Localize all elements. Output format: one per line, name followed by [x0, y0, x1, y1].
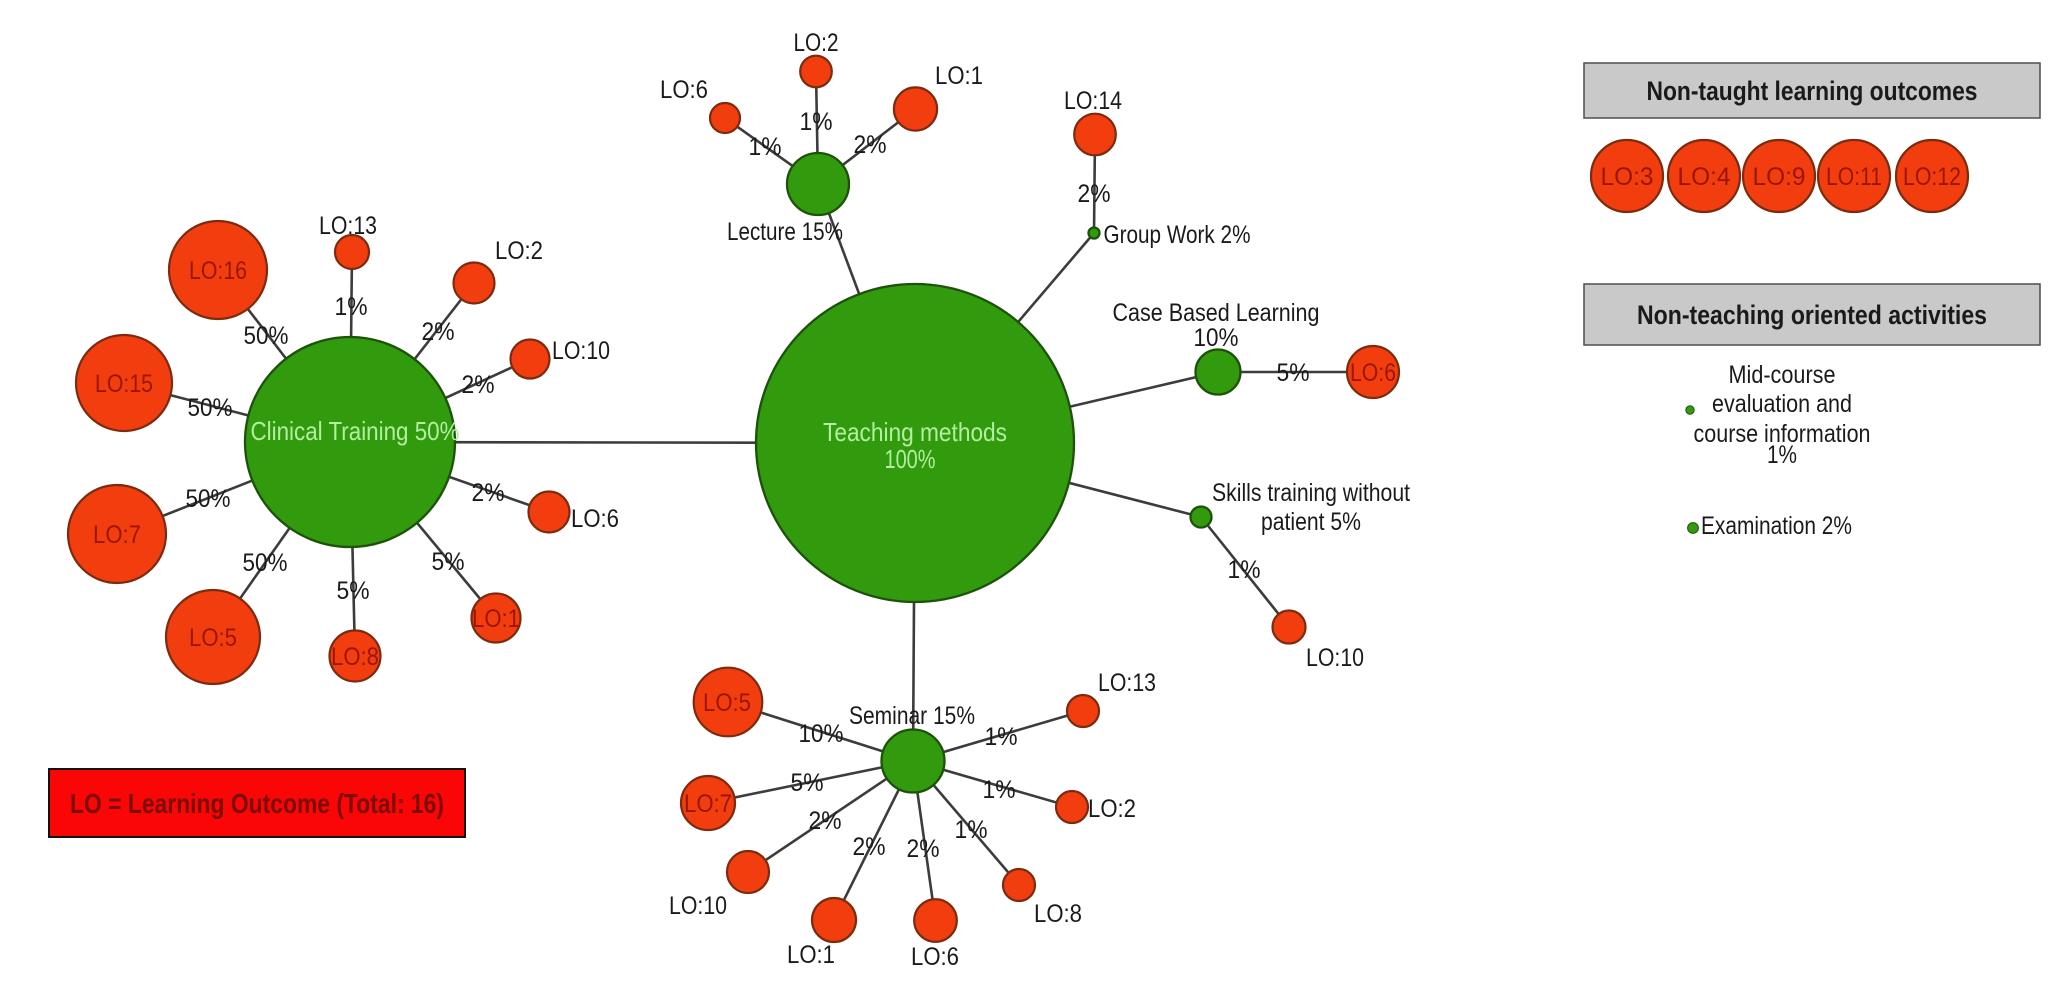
svg-text:50%: 50% — [188, 394, 233, 422]
svg-text:5%: 5% — [1277, 359, 1310, 387]
svg-text:LO:10: LO:10 — [552, 337, 610, 365]
svg-text:LO:7: LO:7 — [93, 521, 141, 549]
svg-text:LO:6: LO:6 — [660, 76, 708, 104]
svg-text:Teaching methods: Teaching methods — [823, 417, 1007, 447]
svg-text:LO:1: LO:1 — [787, 941, 835, 969]
svg-text:LO:13: LO:13 — [319, 212, 377, 240]
svg-text:2%: 2% — [1078, 180, 1111, 208]
svg-text:1%: 1% — [749, 133, 782, 161]
svg-text:LO:6: LO:6 — [1350, 359, 1396, 387]
svg-text:Non-teaching oriented activiti: Non-teaching oriented activities — [1637, 300, 1987, 330]
svg-text:1%: 1% — [1767, 441, 1797, 469]
svg-text:Skills training without: Skills training without — [1212, 479, 1410, 507]
svg-text:LO:2: LO:2 — [495, 237, 543, 265]
svg-text:2%: 2% — [472, 479, 505, 507]
svg-text:LO:8: LO:8 — [1034, 900, 1082, 928]
svg-text:Lecture 15%: Lecture 15% — [727, 218, 843, 246]
svg-text:50%: 50% — [244, 322, 289, 350]
svg-text:Seminar 15%: Seminar 15% — [849, 702, 975, 730]
svg-text:LO:3: LO:3 — [1601, 163, 1654, 191]
svg-text:LO:2: LO:2 — [794, 29, 839, 57]
svg-text:Examination 2%: Examination 2% — [1701, 512, 1852, 540]
svg-text:LO:5: LO:5 — [703, 689, 751, 717]
svg-text:5%: 5% — [432, 548, 465, 576]
svg-text:2%: 2% — [422, 318, 455, 346]
svg-text:1%: 1% — [985, 723, 1018, 751]
svg-text:Group Work 2%: Group Work 2% — [1104, 221, 1251, 249]
svg-text:LO:6: LO:6 — [911, 943, 959, 971]
svg-text:5%: 5% — [791, 769, 824, 797]
svg-text:2%: 2% — [809, 807, 842, 835]
svg-text:LO:1: LO:1 — [935, 62, 983, 90]
svg-text:1%: 1% — [335, 293, 368, 321]
svg-text:2%: 2% — [462, 371, 495, 399]
svg-text:Non-taught learning outcomes: Non-taught learning outcomes — [1647, 76, 1978, 106]
svg-text:LO:14: LO:14 — [1064, 87, 1122, 115]
svg-text:LO:10: LO:10 — [669, 892, 727, 920]
svg-text:LO:1: LO:1 — [472, 605, 520, 633]
svg-text:LO:12: LO:12 — [1903, 163, 1961, 191]
svg-text:5%: 5% — [337, 577, 370, 605]
svg-text:LO:10: LO:10 — [1306, 644, 1364, 672]
svg-text:LO:13: LO:13 — [1098, 669, 1156, 697]
svg-text:1%: 1% — [800, 108, 833, 136]
svg-text:LO:7: LO:7 — [684, 790, 732, 818]
svg-text:Case Based Learning: Case Based Learning — [1113, 299, 1320, 327]
svg-text:1%: 1% — [1228, 556, 1261, 584]
svg-text:LO:5: LO:5 — [189, 624, 237, 652]
svg-text:course information: course information — [1694, 420, 1871, 448]
svg-text:LO:11: LO:11 — [1826, 163, 1882, 191]
svg-text:2%: 2% — [853, 833, 886, 861]
svg-text:50%: 50% — [243, 549, 288, 577]
svg-text:Mid-course: Mid-course — [1729, 361, 1836, 389]
svg-text:LO:2: LO:2 — [1088, 795, 1136, 823]
svg-text:2%: 2% — [907, 835, 940, 863]
svg-text:LO:4: LO:4 — [1678, 163, 1731, 191]
svg-text:1%: 1% — [955, 816, 988, 844]
svg-text:10%: 10% — [1194, 324, 1239, 352]
svg-text:50%: 50% — [186, 485, 231, 513]
svg-text:evaluation and: evaluation and — [1712, 390, 1852, 418]
svg-text:LO = Learning Outcome (Total:: LO = Learning Outcome (Total: 16) — [70, 788, 444, 819]
svg-text:LO:15: LO:15 — [95, 370, 153, 398]
svg-text:100%: 100% — [885, 444, 936, 474]
svg-text:patient 5%: patient 5% — [1261, 508, 1361, 536]
svg-text:10%: 10% — [799, 720, 844, 748]
svg-text:LO:8: LO:8 — [331, 643, 379, 671]
svg-text:LO:6: LO:6 — [571, 505, 619, 533]
svg-text:LO:9: LO:9 — [1753, 163, 1806, 191]
svg-text:LO:16: LO:16 — [189, 257, 247, 285]
svg-text:Clinical Training 50%: Clinical Training 50% — [251, 416, 460, 446]
svg-text:1%: 1% — [983, 776, 1016, 804]
svg-text:2%: 2% — [854, 131, 887, 159]
